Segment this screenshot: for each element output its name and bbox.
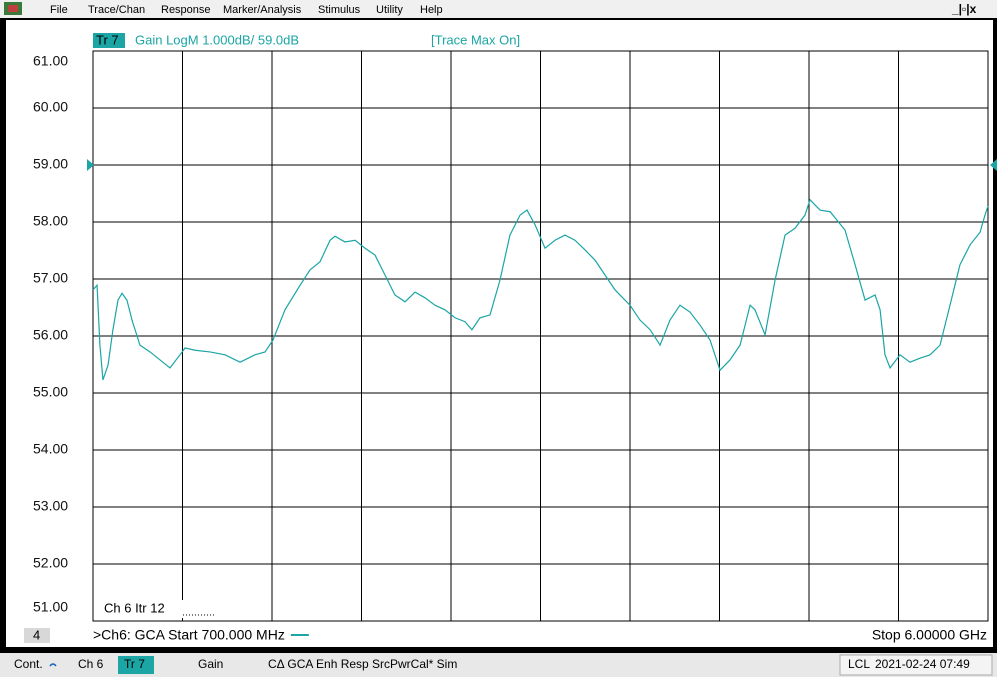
reference-marker-right [990, 159, 997, 171]
trace-line [92, 198, 989, 381]
y-tick-label: 53.00 [33, 498, 68, 514]
menu-item[interactable]: Help [420, 4, 443, 16]
y-tick-label: 56.00 [33, 327, 68, 343]
menu-item[interactable]: File [50, 4, 68, 16]
y-tick-label: 52.00 [33, 555, 68, 571]
info-row [6, 627, 993, 647]
y-tick-label: 51.00 [33, 599, 68, 615]
annotation: [Trace Max On] [431, 32, 520, 47]
menu-bar [0, 0, 997, 18]
status-clock-box [839, 654, 993, 676]
y-tick-label: 54.00 [33, 441, 68, 457]
stop-label: Stop 6.00000 GHz [872, 627, 987, 643]
reference-marker-left [87, 159, 94, 171]
status-item[interactable]: Tr 7 [124, 657, 145, 671]
y-tick-label: 57.00 [33, 270, 68, 286]
status-item: LCL [848, 657, 870, 671]
app-icon-inner [8, 5, 18, 12]
menu-item[interactable]: Trace/Chan [88, 4, 145, 16]
window-controls[interactable]: _|▫|x [951, 2, 977, 16]
y-tick-label: 58.00 [33, 213, 68, 229]
status-trace-box [118, 656, 154, 674]
status-item: Gain [198, 657, 223, 671]
menu-item[interactable]: Utility [376, 4, 403, 16]
start-label: >Ch6: GCA Start 700.000 MHz [93, 627, 285, 643]
status-bar [0, 653, 997, 677]
menu-item[interactable]: Response [161, 4, 211, 16]
trace-label[interactable]: Tr 7 [96, 32, 119, 47]
y-tick-label: 55.00 [33, 384, 68, 400]
channel-note: Ch 6 Itr 12 [104, 600, 165, 615]
channel-note-box [98, 600, 218, 618]
y-tick-label: 61.00 [33, 53, 68, 69]
trace-tag [93, 33, 125, 48]
y-tick-label: 60.00 [33, 99, 68, 115]
y-tick-label: 59.00 [33, 156, 68, 172]
status-item[interactable]: Ch 6 [78, 657, 104, 671]
menu-item[interactable]: Stimulus [318, 4, 361, 16]
menu-item[interactable]: Marker/Analysis [223, 4, 302, 16]
status-sweep-icon [49, 663, 57, 667]
status-item: CΔ GCA Enh Resp [268, 657, 369, 671]
window-number-box [24, 628, 50, 643]
status-item[interactable]: Cont. [14, 657, 43, 671]
window-number[interactable]: 4 [33, 627, 40, 642]
chart-title: Gain LogM 1.000dB/ 59.0dB [135, 32, 299, 47]
status-item: SrcPwrCal* Sim [372, 657, 457, 671]
status-item: 2021-02-24 07:49 [875, 657, 970, 671]
